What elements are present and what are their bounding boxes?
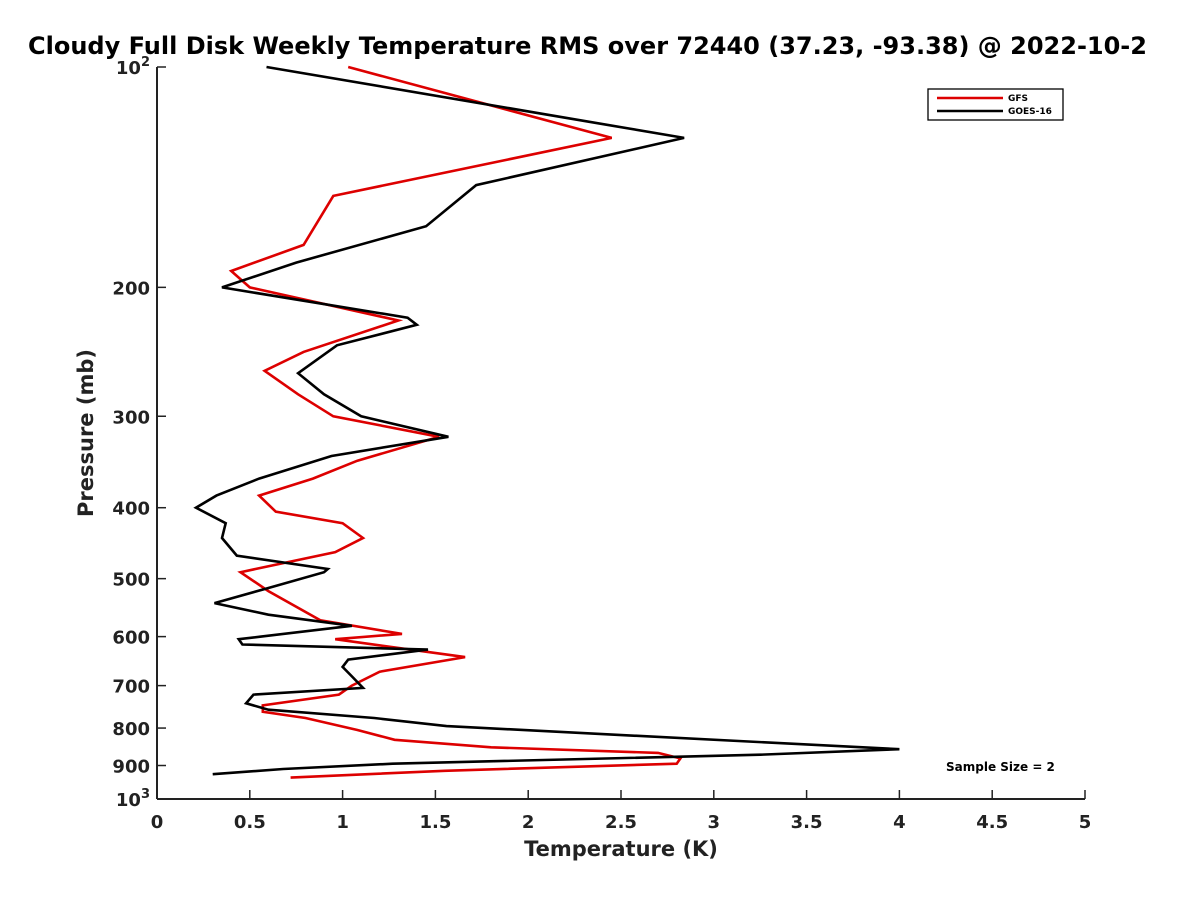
x-tick-label: 0.5 — [234, 812, 266, 833]
x-tick-label: 3.5 — [791, 812, 823, 833]
x-tick-label: 2.5 — [605, 812, 637, 833]
y-tick-label: 103 — [116, 787, 150, 811]
legend-label-goes-16: GOES-16 — [1008, 107, 1052, 117]
x-axis-label: Temperature (K) — [524, 837, 718, 861]
sample-size-annotation: Sample Size = 2 — [946, 760, 1055, 774]
legend-label-gfs: GFS — [1008, 94, 1028, 104]
y-tick-label: 300 — [112, 407, 150, 428]
x-tick-label: 4 — [893, 812, 906, 833]
y-axis: 102 200 300 400 500 600 700 800 900 103 — [112, 55, 166, 811]
y-tick-label: 800 — [112, 719, 150, 740]
y-tick-label: 400 — [112, 499, 150, 520]
x-tick-label: 1.5 — [419, 812, 451, 833]
plot-area — [157, 67, 1085, 799]
y-axis-label: Pressure (mb) — [74, 349, 98, 517]
y-tick-label: 700 — [112, 677, 150, 698]
x-tick-label: 3 — [708, 812, 721, 833]
x-tick-label: 4.5 — [976, 812, 1008, 833]
series-line-gfs — [228, 65, 683, 779]
y-tick-label: 900 — [112, 757, 150, 778]
y-tick-label: 200 — [112, 278, 150, 299]
y-tick-label: 500 — [112, 570, 150, 591]
y-tick-label: 102 — [116, 55, 150, 79]
x-axis: 0 0.5 1 1.5 2 2.5 3 3.5 4 4.5 5 — [151, 790, 1092, 833]
x-tick-label: 0 — [151, 812, 164, 833]
x-tick-label: 5 — [1079, 812, 1092, 833]
legend-box — [927, 88, 1064, 121]
series-line-goes-16 — [193, 65, 900, 776]
chart-title: Cloudy Full Disk Weekly Temperature RMS … — [28, 32, 1147, 60]
x-tick-label: 2 — [522, 812, 535, 833]
legend: GFS GOES-16 — [927, 88, 1064, 121]
series-layer — [193, 65, 900, 779]
x-tick-label: 1 — [336, 812, 349, 833]
y-tick-label: 600 — [112, 628, 150, 649]
